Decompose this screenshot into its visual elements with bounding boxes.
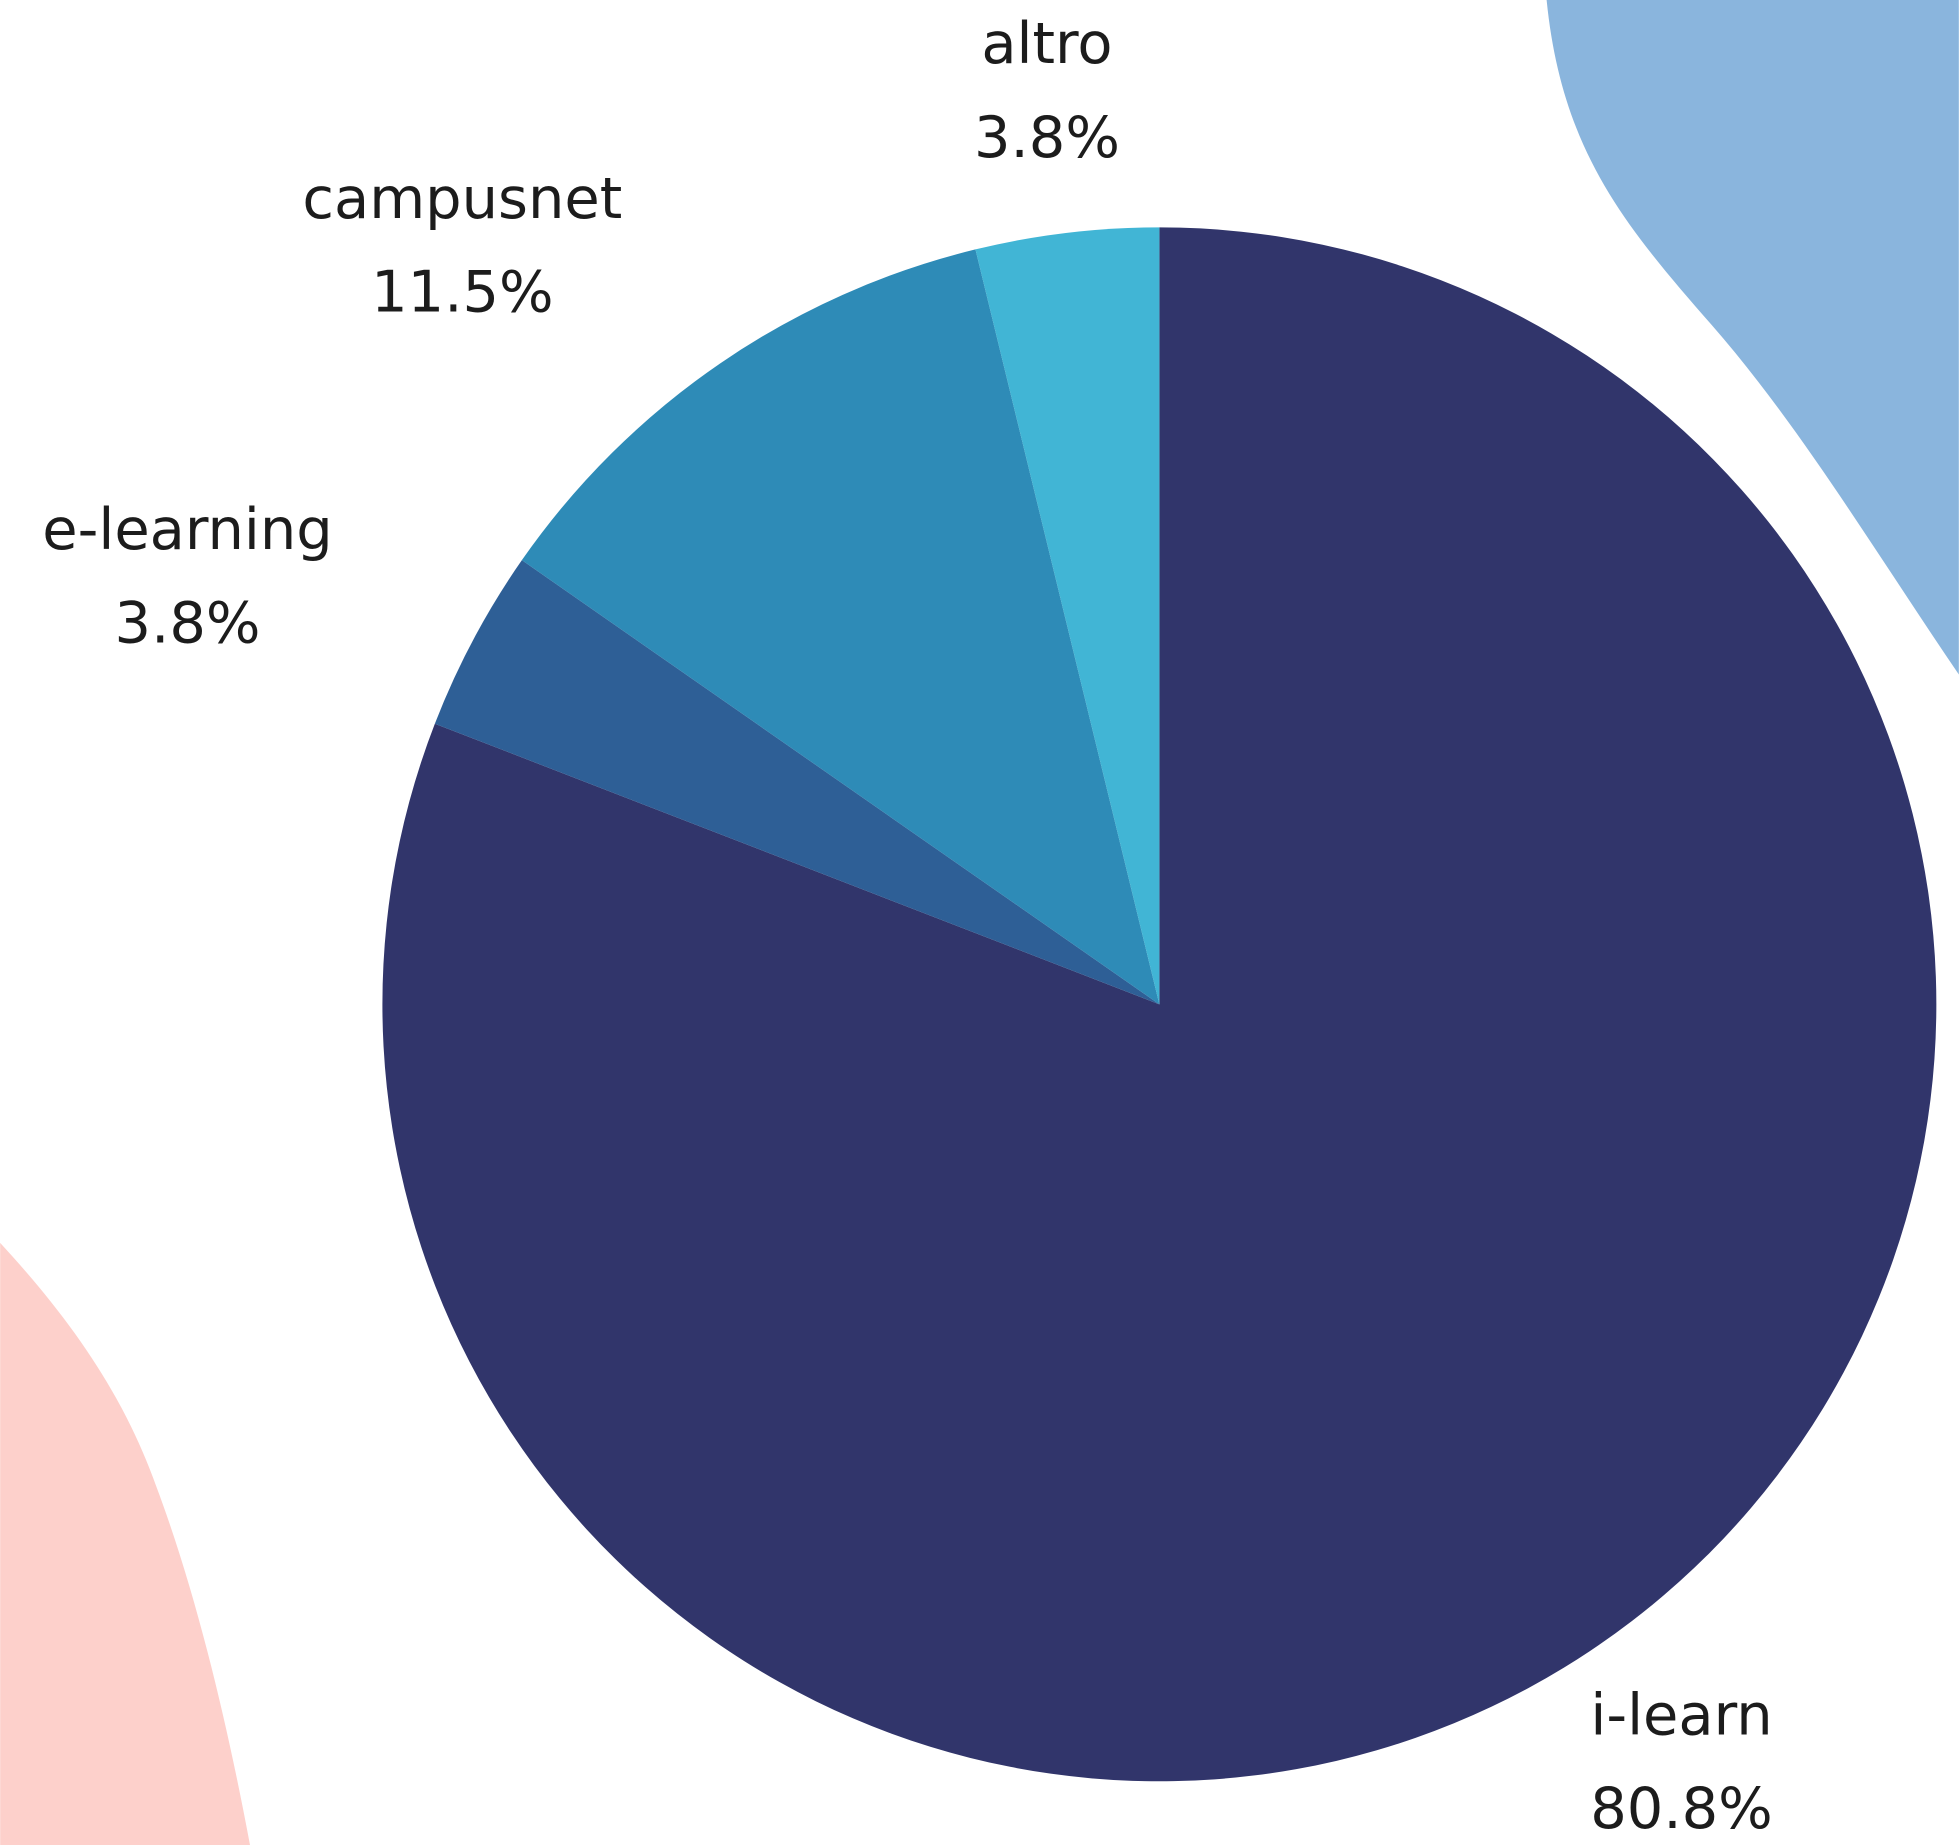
value-label: 80.8% (1590, 1775, 1773, 1842)
slice-label: e-learning (42, 496, 332, 563)
decor-blob (0, 1242, 250, 1845)
value-label: 11.5% (371, 259, 554, 326)
pie-slice (521, 249, 1160, 1005)
decor-blob (1546, 0, 1959, 675)
labels: i-learn 80.8% e-learning 3.8% campusnet 11.5%… (42, 10, 1772, 1842)
slice-label: i-learn (1590, 1681, 1772, 1748)
slice-label: campusnet (302, 165, 622, 232)
pie-slice (975, 227, 1160, 1005)
pie-slice (382, 227, 1937, 1782)
pie-slice (434, 560, 1160, 1005)
value-label: 3.8% (115, 590, 261, 657)
slice-label: altro (981, 10, 1112, 77)
pie (382, 227, 1937, 1782)
value-label: 3.8% (974, 104, 1120, 171)
